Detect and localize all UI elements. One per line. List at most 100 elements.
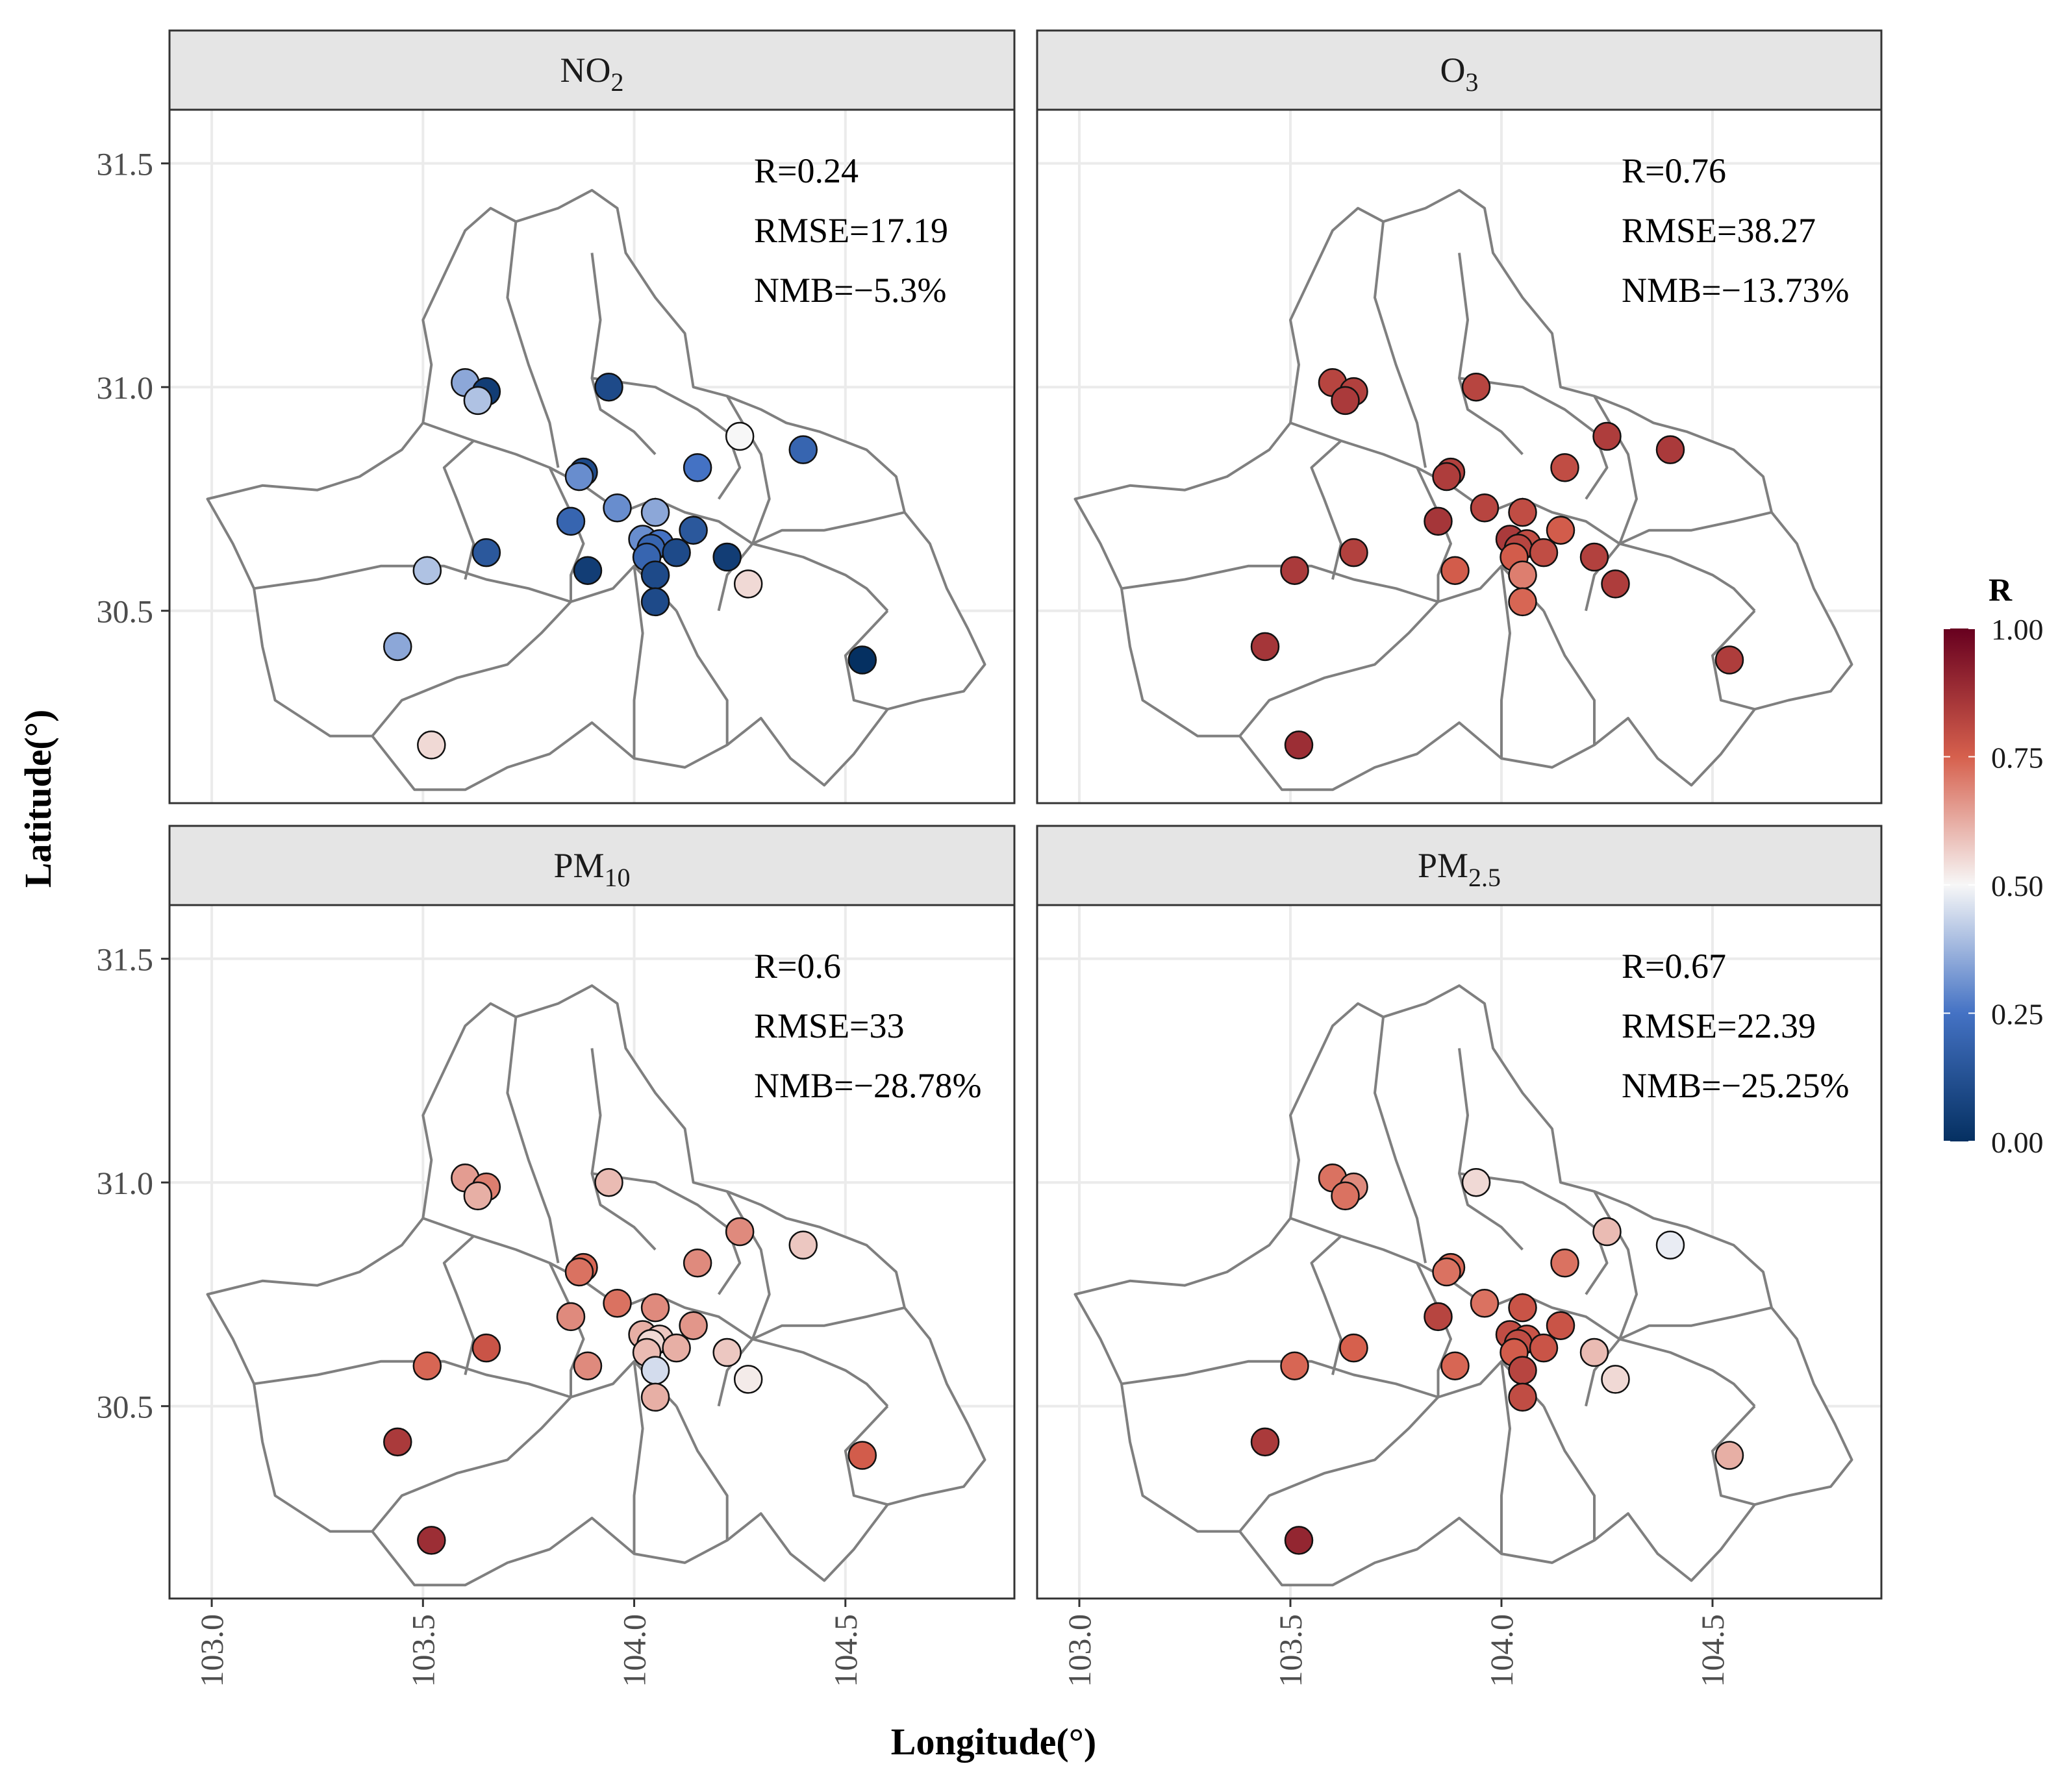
station-point — [1424, 506, 1453, 536]
district-boundary — [1416, 467, 1452, 602]
district-boundary — [1500, 1361, 1511, 1554]
station-point — [712, 1338, 742, 1367]
station-point — [1655, 435, 1685, 464]
district-boundary — [253, 564, 571, 603]
district-boundary — [751, 1306, 905, 1341]
district-boundary — [1585, 1190, 1638, 1407]
district-boundary — [1374, 1017, 1427, 1263]
x-axis-label: Longitude(°) — [891, 1721, 1096, 1763]
station-point — [1339, 1333, 1368, 1363]
station-point — [1529, 1333, 1559, 1363]
station-point — [463, 386, 493, 416]
district-boundary — [844, 1405, 889, 1506]
station-point — [594, 372, 623, 402]
district-boundary — [422, 421, 623, 514]
district-boundary — [1619, 1338, 1756, 1408]
station-point — [1440, 556, 1470, 585]
stat-label: RMSE=33 — [754, 1006, 905, 1045]
station-point — [1579, 1338, 1609, 1367]
district-boundary — [506, 221, 560, 468]
station-point — [1508, 497, 1537, 527]
panel-border — [168, 108, 1016, 804]
station-point — [1470, 493, 1500, 523]
legend-tick-label: 0.00 — [1991, 1126, 2044, 1159]
station-point — [603, 493, 632, 523]
station-point — [640, 497, 670, 527]
district-boundary — [1238, 1396, 1439, 1532]
y-tick-label: 30.5 — [97, 593, 154, 630]
station-point — [573, 556, 603, 585]
station-point — [556, 506, 586, 536]
district-boundary — [371, 1396, 572, 1532]
district-boundary — [752, 542, 889, 612]
facet-no2: NO2 R=0.24 RMSE=17.19 NMB=−5.3% — [168, 29, 1016, 804]
stat-label: NMB=−13.73% — [1622, 271, 1849, 310]
station-point — [383, 1427, 412, 1457]
x-tick-label: 103.5 — [405, 1614, 441, 1687]
station-point — [1339, 538, 1368, 567]
station-point — [640, 1293, 670, 1323]
station-point — [1529, 538, 1559, 567]
facet-pm10: PM10 R=0.6 RMSE=33 NMB=−28.78% — [168, 825, 1016, 1600]
station-point — [712, 542, 742, 572]
station-point — [1470, 1288, 1500, 1318]
y-tick-label: 31.0 — [97, 369, 154, 406]
district-boundary — [442, 1235, 475, 1375]
district-boundary — [1310, 1235, 1342, 1375]
station-point — [471, 538, 501, 567]
stat-label: R=0.76 — [1622, 151, 1726, 190]
station-point — [1579, 542, 1609, 572]
legend-title: R — [1989, 571, 2013, 608]
district-boundary — [844, 610, 889, 711]
panel-border — [1036, 108, 1883, 804]
station-point — [1601, 1365, 1630, 1394]
district-boundary — [1585, 395, 1638, 612]
station-point — [1550, 1248, 1579, 1278]
district-boundary — [1500, 566, 1511, 759]
station-point — [1508, 560, 1537, 590]
panel-border — [168, 904, 1016, 1600]
stat-label: RMSE=38.27 — [1622, 211, 1816, 250]
district-boundary — [1619, 542, 1756, 612]
facet-title: PM2.5 — [1418, 846, 1501, 892]
station-point — [1424, 1302, 1453, 1332]
station-point — [1714, 1441, 1744, 1470]
district-boundary — [1619, 1306, 1772, 1341]
x-tick-label: 104.5 — [1694, 1614, 1731, 1687]
facet-pm25: PM2.5 R=0.67 RMSE=22.39 NMB=−25.25% — [1036, 825, 1883, 1600]
legend-tick-label: 1.00 — [1991, 613, 2044, 646]
legend-tick-label: 0.25 — [1991, 998, 2044, 1031]
station-point — [640, 1356, 670, 1385]
station-point — [725, 421, 755, 451]
district-boundary — [1290, 1217, 1490, 1309]
district-boundary — [371, 601, 572, 737]
district-boundary — [717, 1190, 771, 1407]
station-point — [383, 632, 412, 662]
stat-label: RMSE=17.19 — [754, 211, 948, 250]
facet-o3: O3 R=0.76 RMSE=38.27 NMB=−13.73% — [1036, 29, 1883, 804]
stat-label: NMB=−25.25% — [1622, 1066, 1849, 1105]
station-point — [1550, 453, 1579, 482]
district-boundary — [1711, 610, 1756, 711]
station-point — [1432, 1257, 1461, 1287]
district-boundary — [422, 1217, 623, 1309]
axes: 31.5 31.0 30.5 31.5 31.0 30.5 103.0 103.5 104.0 1… — [97, 146, 1731, 1687]
station-point — [1508, 1382, 1537, 1412]
station-point — [594, 1167, 623, 1197]
x-tick-label: 103.0 — [194, 1614, 230, 1687]
stat-label: R=0.24 — [754, 151, 859, 190]
station-point — [417, 730, 446, 760]
station-point — [640, 560, 670, 590]
district-boundary — [1374, 221, 1427, 468]
station-point — [463, 1181, 493, 1211]
x-tick-label: 103.5 — [1272, 1614, 1309, 1687]
x-tick-label: 104.5 — [827, 1614, 864, 1687]
district-boundary — [633, 1361, 644, 1554]
facet-panels: NO2 R=0.24 RMSE=17.19 NMB=−5.3% O3 R=0.76 RMSE… — [168, 29, 1883, 1600]
x-tick-label: 104.0 — [1483, 1614, 1520, 1687]
station-point — [788, 435, 818, 464]
station-point — [564, 462, 594, 492]
district-boundary — [1459, 377, 1609, 500]
station-point — [1432, 462, 1461, 492]
